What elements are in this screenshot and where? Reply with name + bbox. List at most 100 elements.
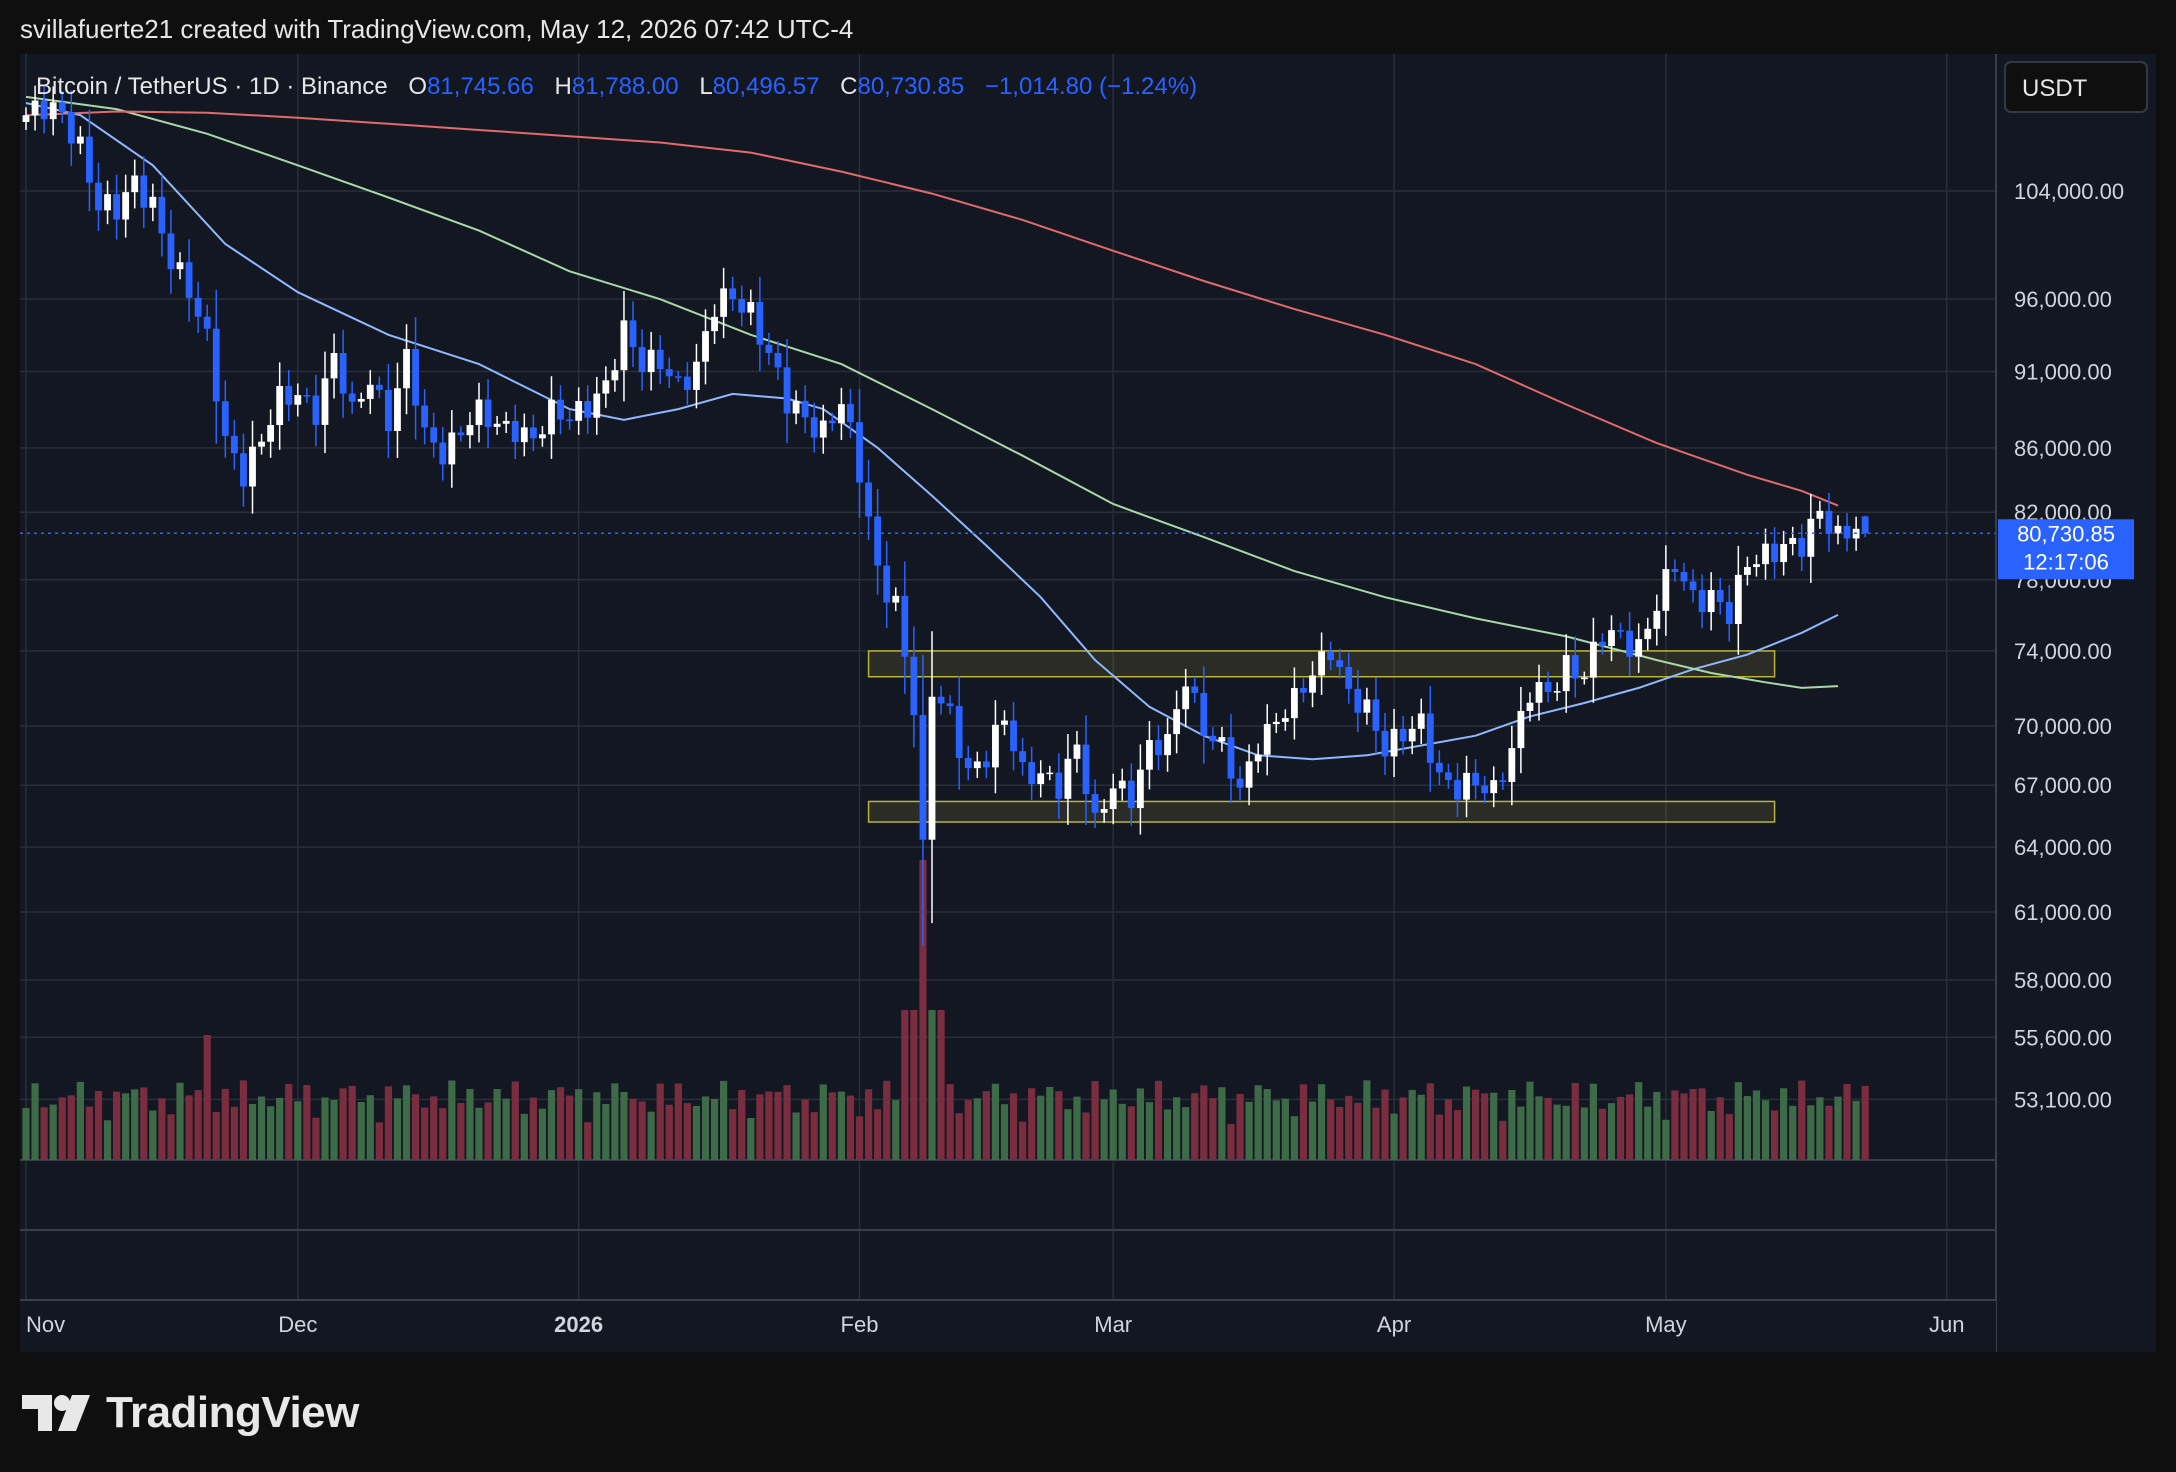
candle — [992, 700, 999, 794]
volume-bar — [837, 1091, 845, 1160]
candle — [647, 331, 655, 391]
candle — [1281, 709, 1289, 731]
time-tick-label: Apr — [1377, 1312, 1411, 1337]
volume-bar — [484, 1102, 492, 1160]
volume-bar — [113, 1091, 121, 1160]
volume-bar — [1064, 1109, 1072, 1160]
candle — [1481, 775, 1489, 803]
volume-bar — [1517, 1106, 1525, 1160]
volume-bar — [493, 1089, 501, 1160]
time-tick-label: Dec — [278, 1312, 317, 1337]
candle — [1426, 685, 1434, 792]
volume-bar — [1100, 1099, 1108, 1160]
candle — [1127, 763, 1135, 826]
candle — [104, 180, 111, 225]
candle — [1762, 528, 1769, 580]
candle — [810, 402, 818, 453]
volume-bar — [1009, 1093, 1018, 1160]
candle — [294, 383, 302, 417]
candle — [1227, 713, 1235, 804]
volume-bar — [1345, 1095, 1353, 1160]
candle — [1535, 664, 1543, 721]
volume-bar — [221, 1088, 229, 1160]
candle — [1200, 666, 1208, 764]
volume-bar — [1472, 1089, 1480, 1160]
candle — [149, 183, 157, 222]
volume-bar — [729, 1109, 737, 1160]
candle — [67, 90, 75, 166]
candle — [348, 381, 356, 414]
volume-bar — [58, 1097, 66, 1160]
candle — [430, 412, 438, 458]
bar-countdown: 12:17:06 — [2023, 549, 2109, 574]
candle — [76, 126, 84, 155]
volume-bar — [339, 1088, 347, 1160]
volume-bar — [1118, 1103, 1126, 1160]
candle — [176, 252, 184, 280]
time-tick-label: May — [1645, 1312, 1687, 1337]
volume-bar — [375, 1122, 383, 1160]
candle — [1544, 671, 1552, 703]
candle — [711, 304, 718, 344]
volume-bar — [846, 1095, 855, 1160]
candle — [1589, 617, 1597, 703]
candle — [656, 335, 664, 385]
close-value: 80,730.85 — [857, 73, 964, 100]
candle — [1435, 750, 1443, 786]
candle — [1118, 768, 1126, 801]
volume-bar — [1743, 1096, 1751, 1160]
volume-bar — [1399, 1097, 1407, 1160]
price-axis-labels: 104,000.0096,000.0091,000.0086,000.0082,… — [2014, 179, 2124, 1112]
price-tick-label: 67,000.00 — [2014, 773, 2112, 798]
candle — [520, 413, 528, 457]
candle — [1499, 772, 1507, 790]
candle — [638, 329, 646, 391]
ma-mid — [25, 95, 1839, 689]
candle — [375, 376, 383, 399]
volume-bar — [855, 1116, 864, 1160]
candle — [557, 385, 564, 435]
volume-bar — [22, 1108, 30, 1160]
price-tick-label: 96,000.00 — [2014, 287, 2112, 312]
candle — [1734, 545, 1742, 655]
candle — [1798, 524, 1806, 571]
volume-bar — [656, 1083, 664, 1160]
volume-bar — [31, 1083, 39, 1160]
candle — [1082, 715, 1090, 826]
candle — [1399, 715, 1407, 755]
price-axis[interactable] — [1996, 54, 2156, 1352]
candle — [86, 109, 93, 212]
volume-bar — [747, 1118, 755, 1160]
volume-bar — [1019, 1121, 1027, 1160]
candle — [1354, 670, 1362, 733]
volume-bar — [611, 1083, 619, 1160]
currency-button[interactable]: USDT — [2004, 61, 2148, 113]
volume-bar — [312, 1117, 320, 1160]
moving-averages — [25, 95, 1839, 761]
candle — [412, 317, 419, 440]
volume-bar — [593, 1092, 601, 1160]
candle — [167, 209, 175, 294]
volume-bar — [248, 1104, 257, 1160]
candle — [221, 380, 229, 458]
volume-bar — [1671, 1090, 1679, 1160]
volume-bar — [1290, 1116, 1298, 1160]
time-axis[interactable] — [20, 1300, 1996, 1352]
candle — [1698, 574, 1706, 629]
volume-bar — [140, 1087, 148, 1160]
volume-bar — [701, 1096, 710, 1160]
candle — [394, 362, 401, 458]
volume-bar — [1028, 1088, 1036, 1160]
volume-bar — [964, 1100, 972, 1160]
volume-bar — [466, 1088, 474, 1160]
candle — [702, 309, 709, 385]
volume-bar — [955, 1113, 963, 1160]
volume-bar — [94, 1090, 103, 1160]
volume-bar — [185, 1095, 193, 1160]
volume-bar — [937, 1010, 945, 1160]
candle — [910, 626, 918, 748]
tradingview-logo[interactable]: TradingView — [22, 1385, 359, 1441]
volume-bar — [1182, 1107, 1190, 1160]
